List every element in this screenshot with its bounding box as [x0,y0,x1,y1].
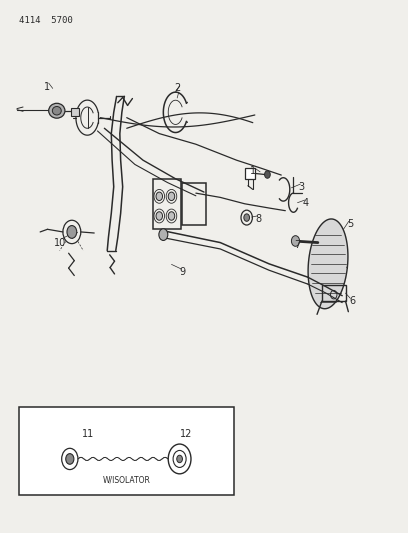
Text: 2: 2 [175,83,181,93]
Text: 1: 1 [44,82,51,92]
Ellipse shape [52,107,61,115]
Circle shape [168,192,175,200]
Text: 3: 3 [299,182,305,192]
Circle shape [66,454,74,464]
Circle shape [291,236,299,246]
Bar [19,407,235,495]
Circle shape [156,192,162,200]
Bar [182,183,206,225]
Text: 1: 1 [250,166,256,176]
Circle shape [244,214,250,221]
Text: 11: 11 [82,429,94,439]
Text: 5: 5 [347,219,353,229]
Text: 9: 9 [180,267,186,277]
Text: 4: 4 [303,198,309,208]
Circle shape [177,455,182,463]
Text: 7: 7 [295,240,301,250]
Polygon shape [308,219,348,309]
Bar [71,108,79,116]
Circle shape [156,212,162,220]
Text: 8: 8 [256,214,262,224]
Circle shape [168,212,175,220]
Circle shape [159,229,168,240]
Text: W/ISOLATOR: W/ISOLATOR [103,475,151,484]
Circle shape [67,225,77,238]
Bar [245,168,255,179]
Text: 4114  5700: 4114 5700 [19,15,73,25]
Text: 12: 12 [180,429,192,439]
Bar [322,285,346,301]
Text: 10: 10 [53,238,66,247]
Ellipse shape [49,103,65,118]
Bar [153,179,181,229]
Text: 6: 6 [349,296,355,306]
Circle shape [264,171,270,178]
